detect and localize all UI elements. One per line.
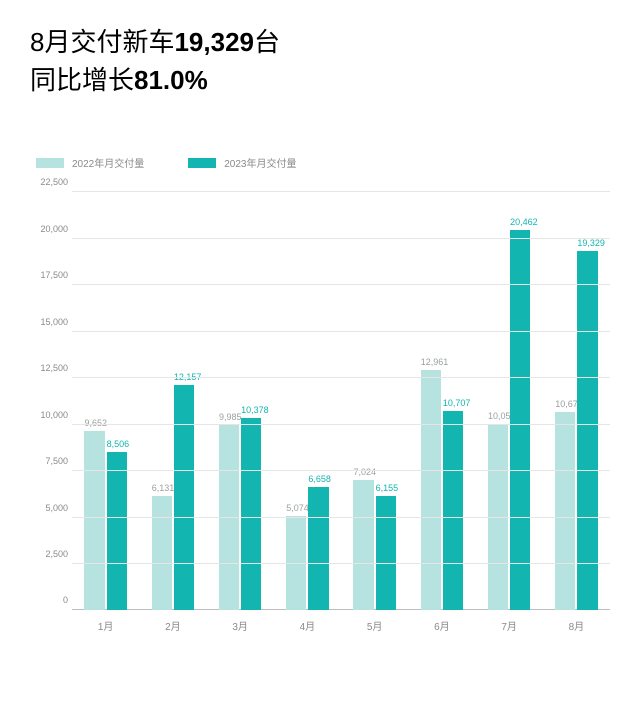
bar-label-2023: 19,329 [577,238,597,251]
headline-line1-pre: 8月交付新车 [30,27,174,57]
bar-label-2022: 6,131 [152,483,172,496]
legend-item-2023: 2023年月交付量 [188,155,296,170]
x-tick-label: 6月 [408,610,475,633]
gridline [72,563,610,564]
bar-2022: 6,131 [152,496,172,610]
x-tick-label: 7月 [476,610,543,633]
y-tick-label: 22,500 [36,177,68,187]
bar-2023: 10,707 [443,411,463,610]
x-tick-label: 3月 [207,610,274,633]
bar-2023: 8,506 [107,452,127,610]
gridline [72,191,610,192]
page: 8月交付新车19,329台 同比增长81.0% 2022年月交付量 2023年月… [0,0,640,710]
bar-group: 12,96110,7076月 [408,192,475,610]
bar-2023: 6,155 [376,496,396,610]
legend-item-2022: 2022年月交付量 [36,155,144,170]
bar-label-2022: 10,677 [555,399,575,412]
y-tick-label: 7,500 [36,456,68,466]
chart: 9,6528,5061月6,13112,1572月9,98510,3783月5,… [36,192,610,634]
x-tick-label: 5月 [341,610,408,633]
gridline [72,424,610,425]
gridline [72,377,610,378]
legend-label-2022: 2022年月交付量 [72,155,144,170]
y-tick-label: 5,000 [36,503,68,513]
gridline [72,331,610,332]
gridline [72,284,610,285]
bar-label-2023: 10,378 [241,405,261,418]
bar-2023: 12,157 [174,385,194,611]
y-tick-label: 10,000 [36,410,68,420]
bar-group: 5,0746,6584月 [274,192,341,610]
x-tick-label: 1月 [72,610,139,633]
bar-group: 10,67719,3298月 [543,192,610,610]
bar-group: 9,98510,3783月 [207,192,274,610]
headline-line2-bold: 81.0% [134,65,208,95]
bar-2022: 10,677 [555,412,575,610]
bar-label-2023: 6,155 [376,483,396,496]
headline: 8月交付新车19,329台 同比增长81.0% [30,24,610,99]
bar-label-2023: 8,506 [107,439,127,452]
bar-group: 9,6528,5061月 [72,192,139,610]
y-tick-label: 2,500 [36,549,68,559]
bar-groups: 9,6528,5061月6,13112,1572月9,98510,3783月5,… [72,192,610,610]
x-tick-label: 2月 [139,610,206,633]
bar-group: 7,0246,1555月 [341,192,408,610]
headline-line1-bold: 19,329 [174,27,254,57]
bar-2023: 20,462 [510,230,530,610]
bar-2022: 9,652 [84,431,104,610]
headline-line2-pre: 同比增长 [30,65,134,95]
plot-area: 9,6528,5061月6,13112,1572月9,98510,3783月5,… [72,192,610,610]
legend: 2022年月交付量 2023年月交付量 [36,155,610,170]
legend-label-2023: 2023年月交付量 [224,155,296,170]
bar-label-2023: 20,462 [510,217,530,230]
bar-label-2023: 10,707 [443,398,463,411]
x-tick-label: 4月 [274,610,341,633]
bar-label-2022: 5,074 [286,503,306,516]
bar-2023: 6,658 [308,487,328,611]
bar-2022: 12,961 [421,370,441,611]
bar-label-2023: 6,658 [308,474,328,487]
y-tick-label: 12,500 [36,363,68,373]
bar-2023: 19,329 [577,251,597,610]
bar-group: 6,13112,1572月 [139,192,206,610]
bar-group: 10,05220,4627月 [476,192,543,610]
bar-label-2022: 7,024 [353,467,373,480]
y-tick-label: 17,500 [36,270,68,280]
headline-line1-post: 台 [254,27,280,57]
bar-label-2022: 10,052 [488,411,508,424]
gridline [72,238,610,239]
bar-2022: 7,024 [353,480,373,610]
gridline [72,470,610,471]
y-tick-label: 15,000 [36,317,68,327]
y-tick-label: 0 [36,595,68,605]
x-tick-label: 8月 [543,610,610,633]
y-tick-label: 20,000 [36,224,68,234]
bar-2023: 10,378 [241,418,261,611]
bar-2022: 9,985 [219,425,239,610]
legend-swatch-2022 [36,158,64,168]
bar-label-2022: 12,961 [421,357,441,370]
legend-swatch-2023 [188,158,216,168]
gridline [72,517,610,518]
